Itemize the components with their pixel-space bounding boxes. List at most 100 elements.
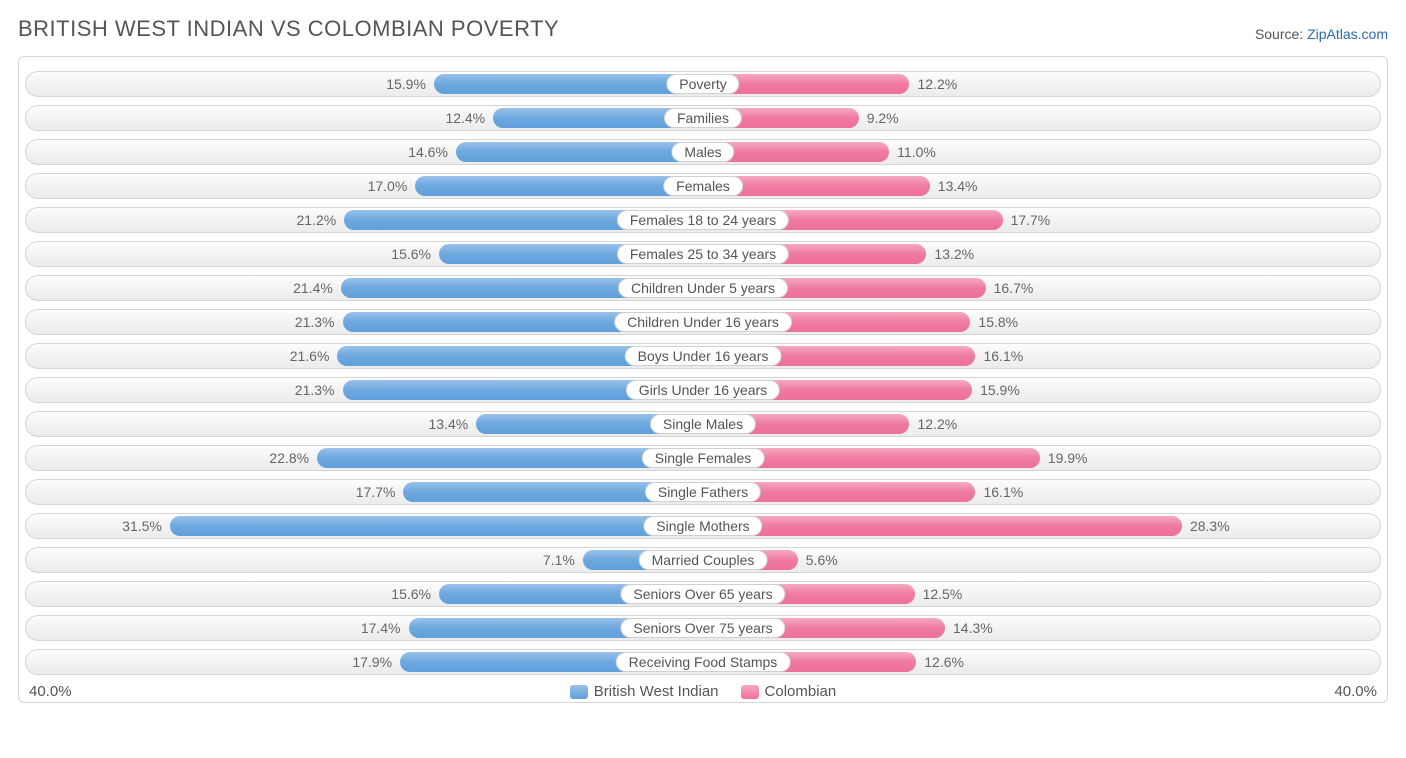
value-left: 12.4% (445, 110, 485, 126)
category-label: Children Under 16 years (614, 312, 792, 332)
row-left-half: 21.3% (26, 310, 703, 334)
legend-label-right: Colombian (765, 683, 837, 700)
chart-row: 21.3% 15.9% Girls Under 16 years (25, 377, 1381, 403)
chart-row: 17.9% 12.6% Receiving Food Stamps (25, 649, 1381, 675)
value-left: 15.6% (391, 586, 431, 602)
row-right-half: 5.6% (703, 548, 1380, 572)
value-left: 21.3% (295, 382, 335, 398)
row-left-half: 21.2% (26, 208, 703, 232)
value-left: 21.3% (295, 314, 335, 330)
chart-row: 17.4% 14.3% Seniors Over 75 years (25, 615, 1381, 641)
row-left-half: 22.8% (26, 446, 703, 470)
row-right-half: 12.5% (703, 582, 1380, 606)
value-right: 13.4% (938, 178, 978, 194)
diverging-bar-chart: 15.9%12.2%Poverty12.4%9.2%Families14.6%1… (18, 56, 1388, 703)
category-label: Children Under 5 years (618, 278, 788, 298)
category-label: Girls Under 16 years (626, 380, 780, 400)
row-right-half: 13.4% (703, 174, 1380, 198)
value-right: 9.2% (867, 110, 899, 126)
category-label: Married Couples (639, 550, 768, 570)
chart-row: 15.9%12.2%Poverty (25, 71, 1381, 97)
row-right-half: 9.2% (703, 106, 1380, 130)
row-left-half: 15.6% (26, 242, 703, 266)
value-right: 19.9% (1048, 450, 1088, 466)
category-label: Families (664, 108, 742, 128)
chart-row: 17.7%16.1%Single Fathers (25, 479, 1381, 505)
chart-rows: 15.9%12.2%Poverty12.4%9.2%Families14.6%1… (25, 71, 1381, 675)
value-right: 15.8% (978, 314, 1018, 330)
chart-row: 21.4%16.7%Children Under 5 years (25, 275, 1381, 301)
value-left: 31.5% (122, 518, 162, 534)
chart-header: BRITISH WEST INDIAN VS COLOMBIAN POVERTY… (18, 16, 1388, 42)
row-right-half: 15.9% (703, 378, 1380, 402)
value-left: 14.6% (408, 144, 448, 160)
row-right-half: 14.3% (703, 616, 1380, 640)
chart-row: 22.8% 19.9% Single Females (25, 445, 1381, 471)
row-right-half: 11.0% (703, 140, 1380, 164)
value-right: 28.3% (1190, 518, 1230, 534)
chart-row: 13.4%12.2%Single Males (25, 411, 1381, 437)
category-label: Boys Under 16 years (625, 346, 782, 366)
category-label: Single Females (642, 448, 765, 468)
legend-label-left: British West Indian (594, 683, 719, 700)
chart-row: 7.1% 5.6% Married Couples (25, 547, 1381, 573)
row-right-half: 12.6% (703, 650, 1380, 674)
category-label: Females (663, 176, 743, 196)
row-right-half: 19.9% (703, 446, 1380, 470)
row-left-half: 17.9% (26, 650, 703, 674)
value-right: 16.1% (983, 484, 1023, 500)
bar-left (456, 142, 703, 162)
chart-row: 14.6%11.0%Males (25, 139, 1381, 165)
value-left: 22.8% (269, 450, 309, 466)
row-left-half: 17.7% (26, 480, 703, 504)
value-right: 14.3% (953, 620, 993, 636)
category-label: Females 18 to 24 years (617, 210, 789, 230)
row-left-half: 21.3% (26, 378, 703, 402)
value-right: 13.2% (934, 246, 974, 262)
value-left: 17.7% (356, 484, 396, 500)
value-left: 21.6% (290, 348, 330, 364)
row-right-half: 16.1% (703, 480, 1380, 504)
bar-left (415, 176, 703, 196)
chart-row: 31.5%28.3%Single Mothers (25, 513, 1381, 539)
value-right: 5.6% (806, 552, 838, 568)
chart-row: 12.4% 9.2% Families (25, 105, 1381, 131)
row-left-half: 14.6% (26, 140, 703, 164)
value-right: 16.1% (983, 348, 1023, 364)
value-right: 12.6% (924, 654, 964, 670)
chart-title: BRITISH WEST INDIAN VS COLOMBIAN POVERTY (18, 16, 559, 42)
legend-swatch-blue (570, 685, 588, 699)
row-left-half: 15.9% (26, 72, 703, 96)
row-right-half: 16.7% (703, 276, 1380, 300)
row-left-half: 17.0% (26, 174, 703, 198)
legend: British West Indian Colombian (570, 683, 837, 700)
row-right-half: 16.1% (703, 344, 1380, 368)
value-right: 16.7% (994, 280, 1034, 296)
bar-left (434, 74, 703, 94)
category-label: Receiving Food Stamps (616, 652, 791, 672)
source-prefix: Source: (1255, 26, 1307, 42)
value-left: 15.6% (391, 246, 431, 262)
value-right: 15.9% (980, 382, 1020, 398)
row-right-half: 13.2% (703, 242, 1380, 266)
value-left: 15.9% (386, 76, 426, 92)
row-left-half: 7.1% (26, 548, 703, 572)
value-left: 21.2% (297, 212, 337, 228)
value-left: 7.1% (543, 552, 575, 568)
legend-item-left: British West Indian (570, 683, 719, 700)
chart-row: 15.6%13.2%Females 25 to 34 years (25, 241, 1381, 267)
value-right: 12.2% (917, 416, 957, 432)
chart-footer: 40.0% British West Indian Colombian 40.0… (25, 683, 1381, 700)
row-left-half: 17.4% (26, 616, 703, 640)
chart-row: 15.6%12.5%Seniors Over 65 years (25, 581, 1381, 607)
value-left: 17.0% (368, 178, 408, 194)
value-left: 17.4% (361, 620, 401, 636)
category-label: Poverty (666, 74, 739, 94)
chart-row: 21.3% 15.8% Children Under 16 years (25, 309, 1381, 335)
row-right-half: 17.7% (703, 208, 1380, 232)
chart-row: 21.6% 16.1% Boys Under 16 years (25, 343, 1381, 369)
row-left-half: 15.6% (26, 582, 703, 606)
category-label: Seniors Over 75 years (620, 618, 785, 638)
source-link[interactable]: ZipAtlas.com (1307, 26, 1388, 42)
value-left: 13.4% (429, 416, 469, 432)
